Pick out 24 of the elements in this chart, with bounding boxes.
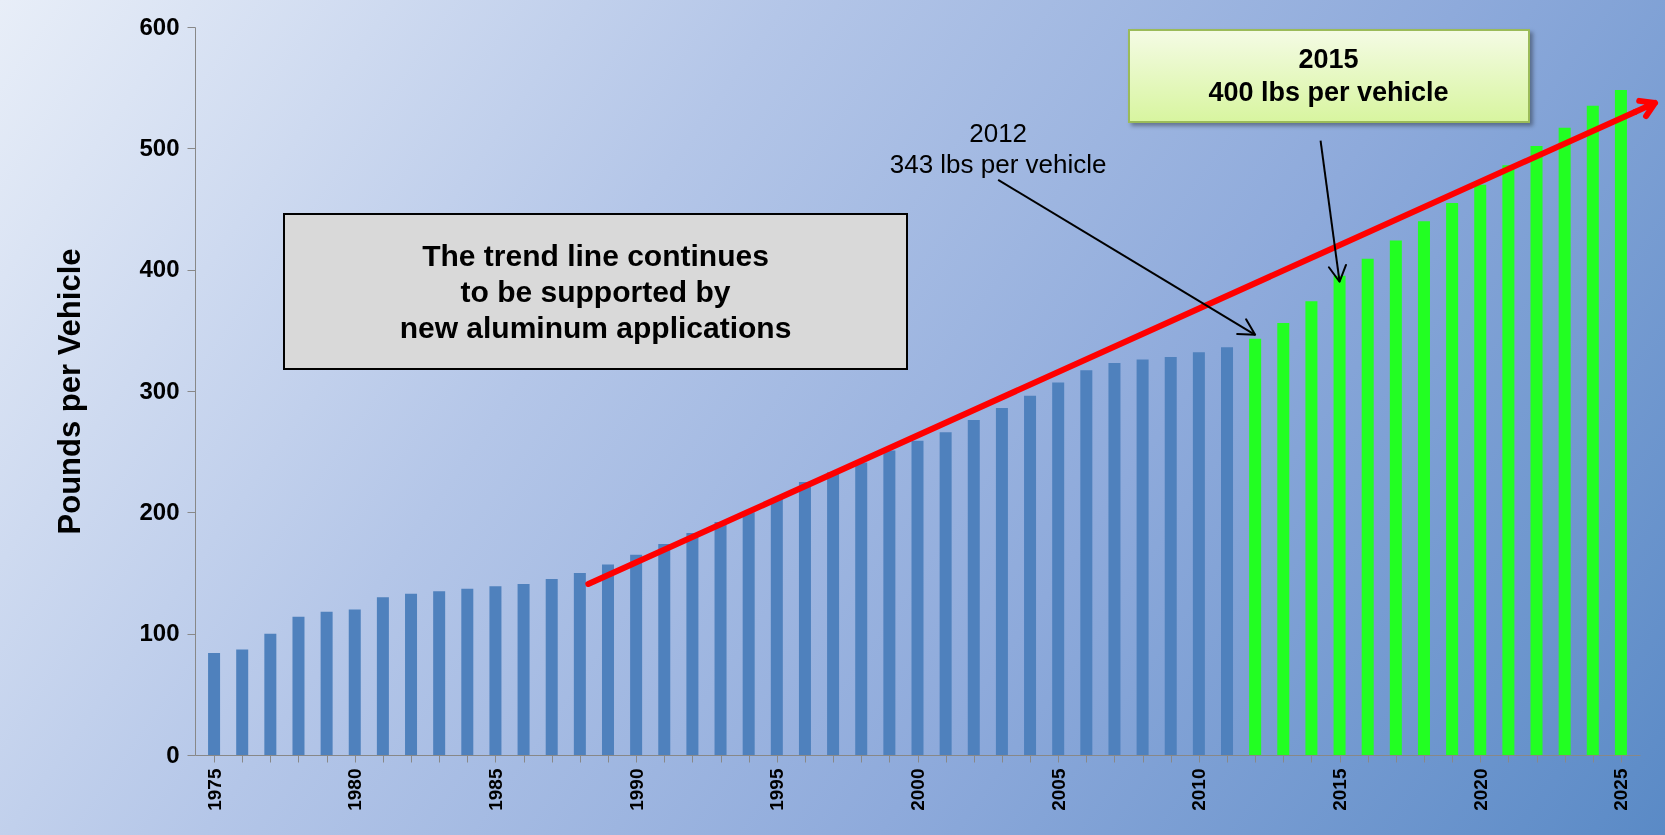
- x-tick-label: 2020: [1469, 768, 1491, 811]
- x-tick-label: 1985: [484, 768, 506, 811]
- x-tick-label: 2010: [1188, 768, 1210, 811]
- y-tick-label: 300: [139, 376, 180, 404]
- callout-box: The trend line continues to be supported by new aluminum applications: [283, 213, 908, 370]
- x-tick-label: 1995: [766, 768, 788, 811]
- annotation: 2012 343 lbs per vehicle: [889, 117, 1107, 180]
- callout-box: 2015 400 lbs per vehicle: [1127, 28, 1530, 123]
- x-tick-label: 2025: [1610, 768, 1632, 811]
- y-tick-label: 400: [139, 255, 180, 283]
- y-tick-label: 100: [139, 619, 180, 647]
- annotation: 2015 400 lbs per vehicle: [1208, 43, 1449, 109]
- y-axis-title: Pounds per Vehicle: [52, 248, 88, 535]
- x-tick-label: 1980: [344, 768, 366, 811]
- x-tick-label: 2015: [1329, 768, 1351, 811]
- annotation: The trend line continues to be supported by new aluminum applications: [399, 237, 792, 346]
- y-tick-label: 600: [139, 12, 180, 40]
- y-tick-label: 200: [139, 497, 180, 525]
- x-tick-label: 1990: [625, 768, 647, 811]
- y-tick-label: 0: [166, 740, 180, 768]
- y-tick-label: 500: [139, 133, 180, 161]
- x-tick-label: 2005: [1047, 768, 1069, 811]
- x-tick-label: 1975: [203, 768, 225, 811]
- x-tick-label: 2000: [907, 768, 928, 811]
